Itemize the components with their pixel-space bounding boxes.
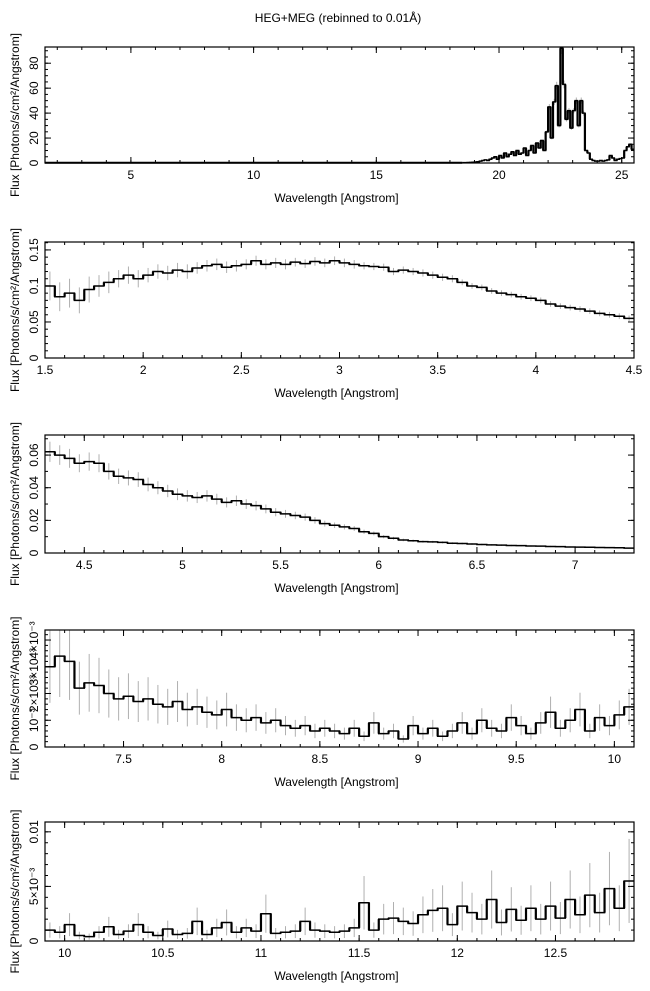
x-tick-label: 10.5 — [151, 946, 175, 960]
figure-title: HEG+MEG (rebinned to 0.01Å) — [255, 10, 421, 25]
panel-3: 4.5 5 5.5 6 6.5 7 0 0.02 0.04 0.06 Wavelength [Ang… — [8, 422, 635, 595]
y-tick-label: 0.02 — [27, 508, 41, 532]
spectrum-series — [45, 47, 634, 164]
y-axis-label: Flux [Photons/s/cm²/Angstrom] — [8, 33, 22, 197]
y-axis-label: Flux [Photons/s/cm²/Angstrom] — [8, 809, 22, 973]
y-axis-label: Flux [Photons/s/cm²/Angstrom] — [8, 422, 22, 586]
y-tick-label: 40 — [27, 106, 41, 120]
x-tick-label: 4.5 — [626, 363, 643, 377]
x-axis-label: Wavelength [Angstrom] — [274, 191, 398, 205]
x-tick-label: 12.5 — [544, 946, 568, 960]
spectrum-series — [45, 441, 634, 549]
plot-frame — [44, 46, 635, 164]
spectrum-step-line — [462, 47, 634, 164]
spectrum-step-line — [45, 259, 634, 320]
x-tick-label: 11.5 — [348, 946, 371, 960]
x-tick-label: 7.5 — [115, 752, 132, 766]
panel-4: 7.5 8 8.5 9 9.5 10 0 10⁻³2×10⁻³3×10⁻³4×10⁻³ Wave… — [8, 616, 635, 789]
plot-frame — [44, 629, 635, 748]
x-tick-label: 10 — [58, 946, 72, 960]
x-axis-label: Wavelength [Angstrom] — [274, 386, 398, 400]
y-tick-label: 0 — [27, 743, 41, 750]
spectrum-step-line — [45, 655, 634, 740]
y-axis-label: Flux [Photons/s/cm²/Angstrom] — [8, 228, 22, 392]
y-tick-label: 0 — [27, 354, 41, 361]
x-tick-label: 9 — [415, 752, 422, 766]
y-tick-label: 80 — [27, 56, 41, 70]
spectrum-series — [45, 838, 634, 940]
x-tick-label: 6.5 — [469, 558, 486, 572]
plot-frame — [44, 821, 635, 942]
x-tick-label: 1.5 — [37, 363, 54, 377]
x-axis-label: Wavelength [Angstrom] — [274, 581, 398, 595]
x-tick-label: 3.5 — [429, 363, 446, 377]
x-tick-label: 11 — [255, 946, 268, 960]
y-tick-label: 0 — [27, 937, 41, 944]
panel-1: 5 10 15 20 25 0 20 40 60 80 Wavelength [Angstrom] F… — [8, 33, 635, 205]
x-tick-label: 4 — [532, 363, 539, 377]
x-tick-label: 2.5 — [233, 363, 250, 377]
y-tick-label: 0.1 — [27, 277, 41, 294]
y-tick-label: 4×10⁻³ — [27, 621, 41, 658]
panel-5: 10 10.5 11 11.5 12 12.5 0 5×10⁻³ 0.01 Wavelength … — [8, 809, 635, 983]
y-tick-label: 0 — [27, 159, 41, 166]
x-axis-label: Wavelength [Angstrom] — [274, 775, 398, 789]
spectrum-series — [45, 630, 634, 743]
y-tick-label: 0.05 — [27, 310, 41, 334]
y-tick-label: 3×10⁻³ — [27, 648, 41, 685]
x-tick-label: 4.5 — [76, 558, 93, 572]
x-tick-label: 8 — [218, 752, 225, 766]
x-tick-label: 15 — [370, 168, 384, 182]
plot-frame — [44, 434, 635, 554]
x-tick-label: 6 — [375, 558, 382, 572]
spectrum-step-line — [45, 451, 634, 549]
x-tick-label: 3 — [336, 363, 343, 377]
x-tick-label: 10 — [608, 752, 622, 766]
y-tick-label: 0 — [27, 549, 41, 556]
spectrum-series — [45, 255, 634, 322]
y-tick-label: 10⁻³ — [27, 708, 41, 732]
x-tick-label: 20 — [492, 168, 506, 182]
x-tick-label: 25 — [615, 168, 629, 182]
panel-2: 1.5 2 2.5 3 3.5 4 4.5 0 0.05 0.1 0.15 Wavelength [A… — [8, 228, 643, 400]
x-tick-label: 7 — [572, 558, 579, 572]
y-tick-label: 0.04 — [27, 476, 41, 500]
y-tick-label: 0.15 — [27, 238, 41, 262]
x-tick-label: 5 — [179, 558, 186, 572]
y-axis-label: Flux [Photons/s/cm²/Angstrom] — [8, 616, 22, 780]
spectrum-step-line — [45, 880, 634, 938]
x-tick-label: 10 — [247, 168, 261, 182]
y-tick-label: 0.06 — [27, 443, 41, 467]
x-axis-label: Wavelength [Angstrom] — [274, 969, 398, 983]
x-tick-label: 8.5 — [312, 752, 329, 766]
y-tick-label: 0.01 — [27, 820, 41, 844]
x-tick-label: 12 — [451, 946, 465, 960]
y-tick-label: 60 — [27, 81, 41, 95]
y-tick-label: 2×10⁻³ — [27, 675, 41, 712]
x-tick-label: 5 — [128, 168, 135, 182]
y-tick-label: 5×10⁻³ — [27, 868, 41, 905]
y-tick-label: 20 — [27, 131, 41, 145]
x-tick-label: 9.5 — [508, 752, 525, 766]
x-tick-label: 5.5 — [272, 558, 289, 572]
x-tick-label: 2 — [140, 363, 147, 377]
